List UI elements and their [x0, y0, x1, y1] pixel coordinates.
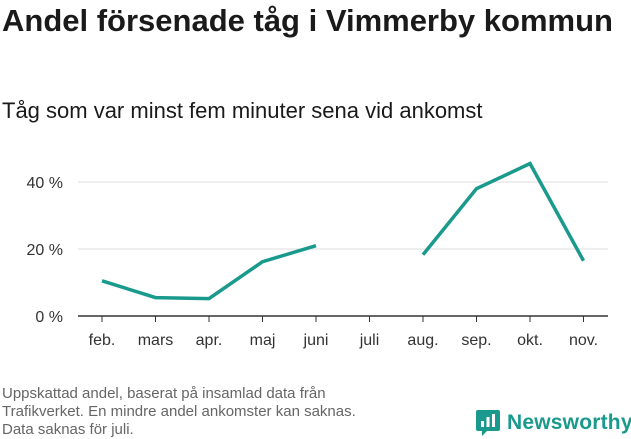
x-tick-label: juli [359, 332, 380, 349]
x-tick-label: feb. [89, 332, 116, 349]
x-axis-tick-labels: feb. mars apr. maj juni juli aug. sep. okt. nov. [89, 316, 598, 349]
x-tick-label: juni [303, 332, 329, 349]
x-tick-label: maj [250, 332, 276, 349]
brand-name: Newsworthy [507, 411, 631, 434]
footnote: Uppskattad andel, baserat på insamlad da… [2, 385, 442, 439]
footnote-line-1: Uppskattad andel, baserat på insamlad da… [2, 385, 326, 402]
x-tick-label: nov. [569, 332, 598, 349]
x-tick-label: sep. [461, 332, 491, 349]
x-tick-label: okt. [517, 332, 543, 349]
y-tick-label: 40 % [27, 175, 63, 192]
x-tick-label: mars [138, 332, 174, 349]
y-tick-label: 0 % [35, 309, 63, 326]
y-tick-label: 20 % [27, 242, 63, 259]
x-tick-label: apr. [196, 332, 223, 349]
newsworthy-logo-icon [476, 410, 500, 436]
series-line-segment [421, 161, 586, 262]
brand-logo: Newsworthy [475, 407, 631, 439]
footnote-line-2: Trafikverket. En mindre andel ankomster … [2, 403, 356, 420]
footnote-line-3: Data saknas för juli. [2, 421, 134, 438]
x-tick-label: aug. [407, 332, 438, 349]
chart-title: Andel försenade tåg i Vimmerby kommun [2, 3, 613, 38]
y-axis-tick-labels: 0 % 20 % 40 % [27, 175, 63, 326]
series-lines [101, 161, 586, 301]
chart-subtitle: Tåg som var minst fem minuter sena vid a… [2, 98, 483, 123]
series-line-segment [101, 243, 317, 301]
grid-lines [78, 181, 608, 317]
